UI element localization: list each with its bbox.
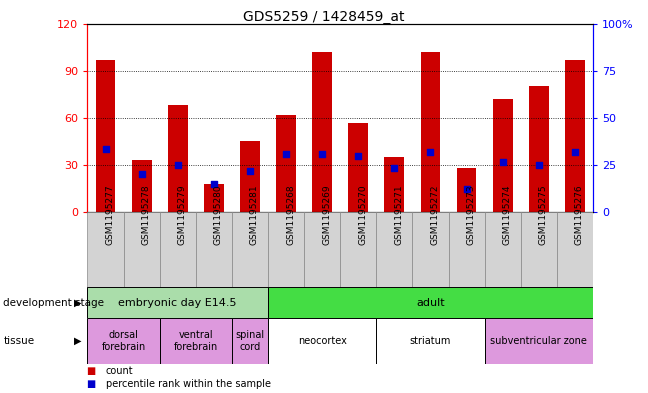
Text: ■: ■ <box>87 366 100 376</box>
Text: GSM1195277: GSM1195277 <box>106 184 115 245</box>
Point <box>461 185 472 192</box>
Bar <box>159 318 232 364</box>
Bar <box>384 157 404 212</box>
Bar <box>376 212 412 287</box>
Text: GSM1195274: GSM1195274 <box>503 184 512 245</box>
Text: GDS5259 / 1428459_at: GDS5259 / 1428459_at <box>243 10 405 24</box>
Point <box>498 159 508 165</box>
Bar <box>268 212 304 287</box>
Bar <box>448 212 485 287</box>
Text: striatum: striatum <box>410 336 451 346</box>
Text: GSM1195269: GSM1195269 <box>322 184 331 245</box>
Text: embryonic day E14.5: embryonic day E14.5 <box>119 298 237 308</box>
Bar <box>276 115 296 212</box>
Text: GSM1195280: GSM1195280 <box>214 184 223 245</box>
Text: percentile rank within the sample: percentile rank within the sample <box>106 379 271 389</box>
Bar <box>521 212 557 287</box>
Text: GSM1195275: GSM1195275 <box>538 184 548 245</box>
Text: GSM1195279: GSM1195279 <box>178 184 187 245</box>
Bar <box>565 60 584 212</box>
Text: GSM1195278: GSM1195278 <box>142 184 150 245</box>
Text: neocortex: neocortex <box>297 336 347 346</box>
Text: ▶: ▶ <box>73 336 81 346</box>
Text: GSM1195276: GSM1195276 <box>575 184 584 245</box>
Bar <box>232 318 268 364</box>
Text: development stage: development stage <box>3 298 104 308</box>
Bar <box>240 141 260 212</box>
Text: tissue: tissue <box>3 336 34 346</box>
Bar <box>304 212 340 287</box>
Point <box>137 171 147 178</box>
Bar <box>485 318 593 364</box>
Bar <box>196 212 232 287</box>
Text: ▶: ▶ <box>73 298 81 308</box>
Bar <box>87 287 268 318</box>
Bar <box>268 287 593 318</box>
Bar <box>268 318 376 364</box>
Bar <box>232 212 268 287</box>
Text: dorsal
forebrain: dorsal forebrain <box>102 330 146 352</box>
Bar <box>312 52 332 212</box>
Point <box>425 149 435 156</box>
Point <box>533 162 544 168</box>
Text: GSM1195270: GSM1195270 <box>358 184 367 245</box>
Point <box>245 168 255 174</box>
Bar <box>412 212 448 287</box>
Bar <box>557 212 593 287</box>
Point <box>570 149 580 156</box>
Point <box>389 165 400 171</box>
Bar <box>529 86 549 212</box>
Point <box>172 162 183 168</box>
Bar <box>87 212 124 287</box>
Text: count: count <box>106 366 133 376</box>
Text: ■: ■ <box>87 379 100 389</box>
Point <box>353 152 364 159</box>
Text: GSM1195271: GSM1195271 <box>395 184 403 245</box>
Text: subventricular zone: subventricular zone <box>491 336 587 346</box>
Bar <box>96 60 115 212</box>
Text: GSM1195272: GSM1195272 <box>430 184 439 245</box>
Text: GSM1195273: GSM1195273 <box>467 184 476 245</box>
Point <box>100 146 111 152</box>
Text: spinal
cord: spinal cord <box>235 330 264 352</box>
Text: GSM1195281: GSM1195281 <box>250 184 259 245</box>
Bar <box>124 212 159 287</box>
Text: ventral
forebrain: ventral forebrain <box>174 330 218 352</box>
Bar <box>132 160 152 212</box>
Text: GSM1195268: GSM1195268 <box>286 184 295 245</box>
Bar <box>349 123 368 212</box>
Text: adult: adult <box>416 298 445 308</box>
Bar <box>421 52 441 212</box>
Point <box>281 151 291 157</box>
Bar <box>485 212 521 287</box>
Bar <box>340 212 376 287</box>
Bar <box>376 318 485 364</box>
Bar <box>492 99 513 212</box>
Bar <box>87 318 159 364</box>
Bar <box>168 105 188 212</box>
Point <box>317 151 327 157</box>
Point <box>209 181 219 187</box>
Bar <box>457 168 476 212</box>
Bar <box>159 212 196 287</box>
Bar <box>204 184 224 212</box>
